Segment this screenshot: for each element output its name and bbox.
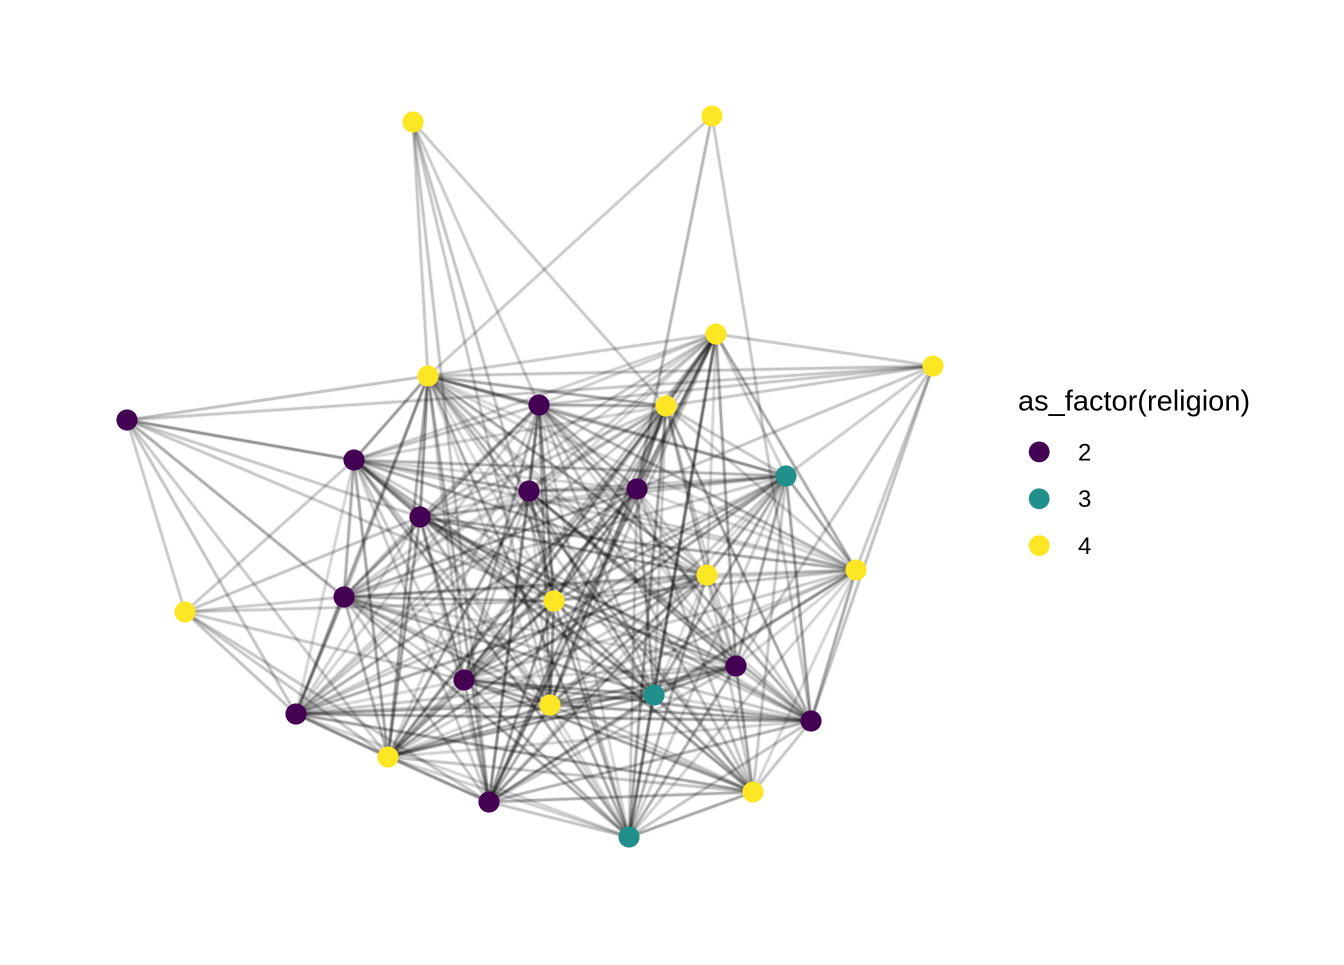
- svg-text:as_factor(religion): as_factor(religion): [1018, 386, 1250, 418]
- svg-text:4: 4: [1078, 533, 1091, 560]
- svg-text:3: 3: [1078, 486, 1091, 513]
- svg-text:2: 2: [1078, 439, 1091, 466]
